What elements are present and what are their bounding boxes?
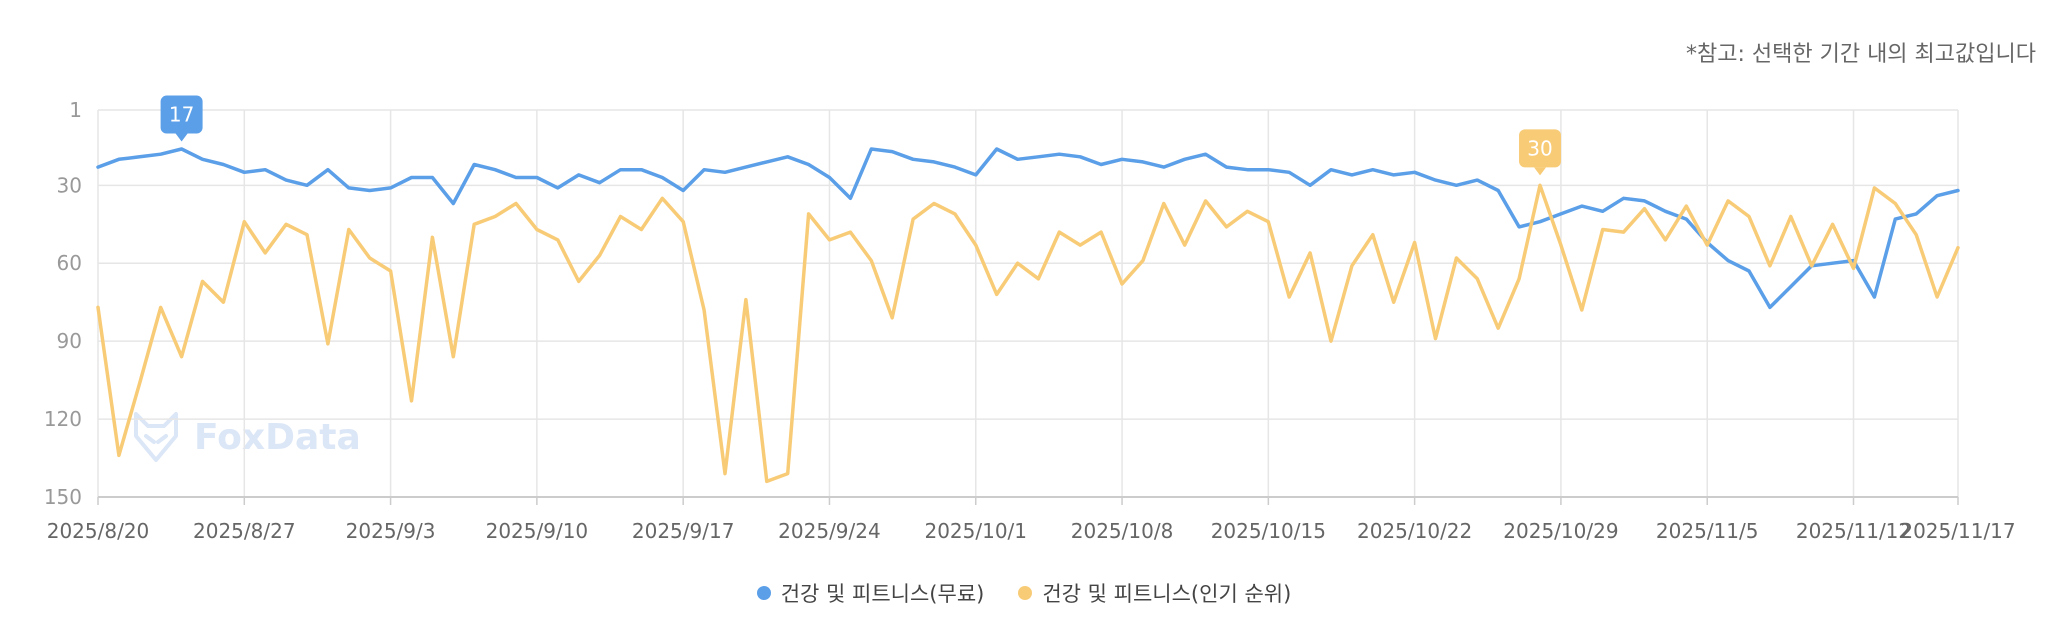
x-tick-label: 2025/11/12 (1796, 519, 1911, 543)
fox-logo-icon (134, 412, 178, 462)
x-tick-label: 2025/9/3 (346, 519, 436, 543)
legend-dot-blue (756, 586, 771, 600)
y-tick-label: 30 (57, 173, 82, 197)
x-tick-label: 2025/10/22 (1357, 519, 1472, 543)
peak-callout-box (160, 95, 203, 134)
x-tick-label: 2025/10/1 (924, 519, 1027, 543)
x-tick-label: 2025/8/27 (193, 519, 296, 543)
y-tick-label: 1 (69, 98, 82, 122)
y-tick-label: 150 (44, 485, 82, 509)
series-line-2 (96, 183, 1960, 484)
peak-callout-2: 30 (1519, 129, 1562, 176)
foxdata-watermark: FoxData (132, 412, 361, 462)
y-tick-label: 120 (44, 407, 82, 431)
chart-legend: 건강 및 피트니스(무료) 건강 및 피트니스(인기 순위) (0, 578, 2048, 608)
watermark-text: FoxData (194, 416, 361, 458)
x-tick-label: 2025/11/17 (1900, 519, 2015, 543)
y-tick-label: 60 (57, 251, 82, 275)
x-tick-label: 2025/9/17 (632, 519, 735, 543)
peak-callout-pointer (1534, 167, 1547, 176)
y-tick-label: 90 (57, 329, 82, 353)
legend-item-series1[interactable]: 건강 및 피트니스(무료) (756, 578, 985, 608)
x-tick-label: 2025/9/24 (778, 519, 881, 543)
peak-callout-pointer (175, 133, 188, 142)
peak-callout-box (1519, 129, 1562, 168)
x-tick-label: 2025/10/29 (1503, 519, 1618, 543)
legend-label-series1: 건강 및 피트니스(무료) (780, 582, 985, 606)
legend-label-series2: 건강 및 피트니스(인기 순위) (1042, 582, 1292, 606)
x-tick-label: 2025/10/15 (1211, 519, 1326, 543)
peak-callout-1: 17 (160, 95, 203, 142)
peak-callout-label: 30 (1527, 136, 1552, 160)
peak-callout-label: 17 (169, 103, 194, 127)
legend-dot-orange (1018, 586, 1033, 600)
x-tick-label: 2025/10/8 (1071, 519, 1174, 543)
chart-note: *참고: 선택한 기간 내의 최고값입니다 (1686, 42, 2036, 67)
series-line-1 (96, 147, 1960, 310)
x-tick-label: 2025/11/5 (1656, 519, 1759, 543)
legend-item-series2[interactable]: 건강 및 피트니스(인기 순위) (1018, 578, 1291, 608)
x-tick-label: 2025/9/10 (486, 519, 589, 543)
x-tick-label: 2025/8/20 (47, 519, 150, 543)
line-chart: 1 30 60 90 120 150 2025/8/20 2025/8/27 2025/9/3 2… (44, 95, 2016, 543)
